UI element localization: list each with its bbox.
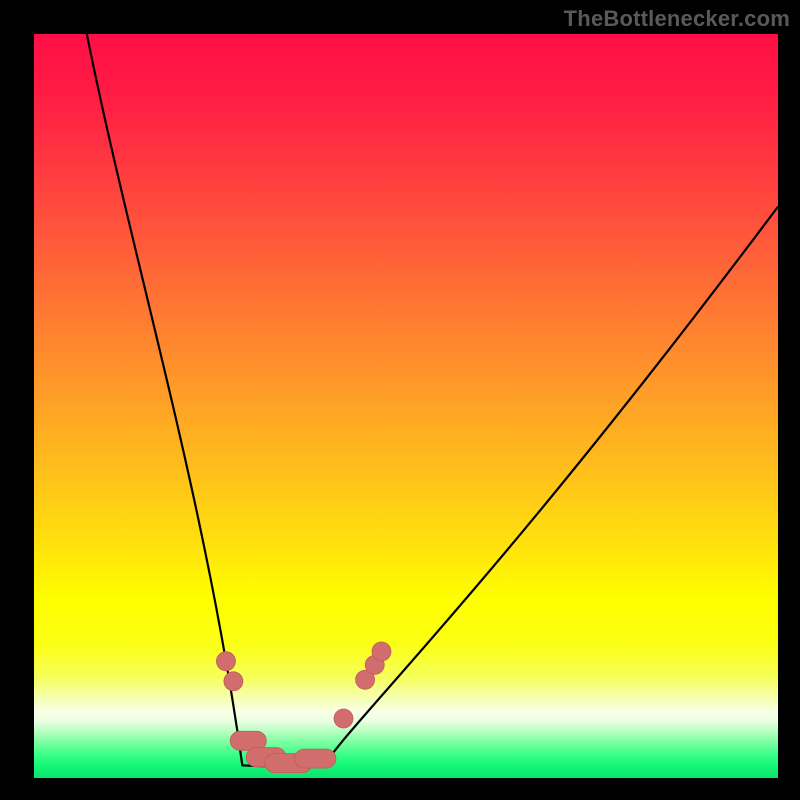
- marker-point: [224, 672, 243, 691]
- marker-point: [372, 642, 391, 661]
- chart-svg: [0, 0, 800, 800]
- chart-container: TheBottlenecker.com: [0, 0, 800, 800]
- marker-point: [216, 652, 235, 671]
- marker-point: [334, 709, 353, 728]
- marker-capsule: [295, 749, 336, 768]
- watermark-text: TheBottlenecker.com: [564, 6, 790, 32]
